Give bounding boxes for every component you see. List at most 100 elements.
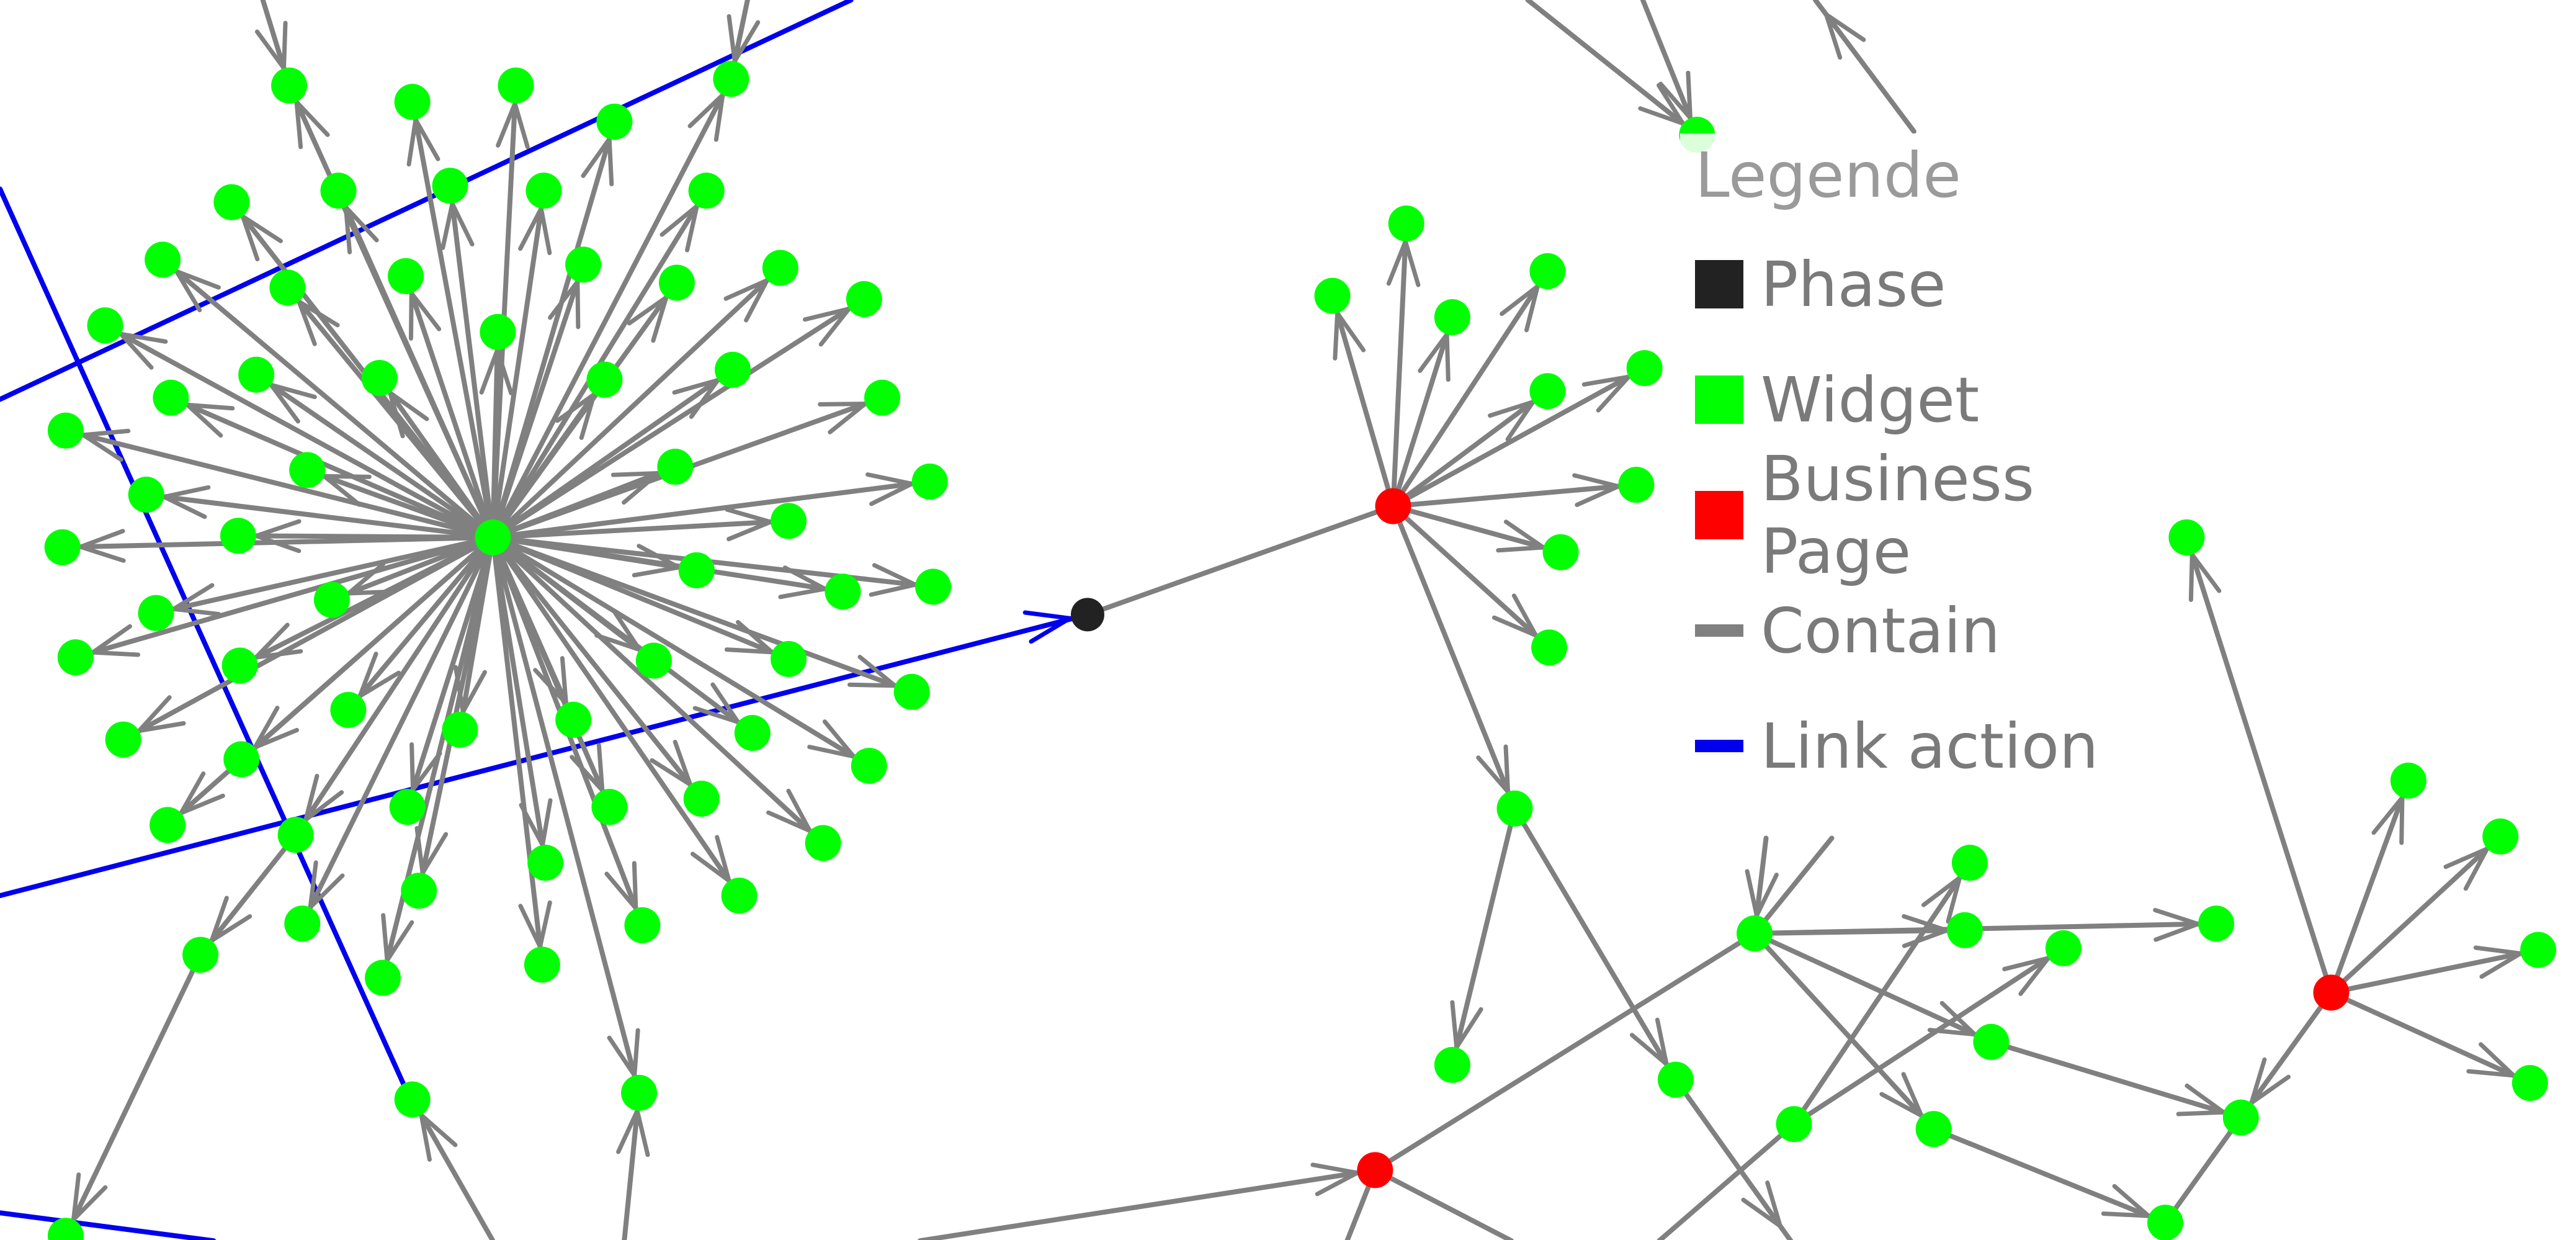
widget-node-hub-14[interactable] [565,246,602,283]
widget-node-hub-44[interactable] [330,691,367,728]
widget-node-page1-3[interactable] [1434,299,1470,336]
business-page-node-2[interactable] [1357,1152,1393,1188]
widget-node-misc-4[interactable] [621,1074,658,1111]
widget-node-right-11[interactable] [2222,1099,2259,1136]
widget-node-hub-18[interactable] [87,307,123,344]
widget-node-right-6[interactable] [1951,845,1988,881]
widget-node-right-5[interactable] [1946,912,1983,948]
widget-node-hub-39[interactable] [57,639,94,676]
widget-node-page1-1[interactable] [1314,277,1351,314]
widget-node-hub-58[interactable] [401,873,437,909]
widget-node-hub-42[interactable] [771,640,807,677]
widget-node-hub-49[interactable] [223,741,260,778]
widget-node-page1-2[interactable] [1388,205,1424,242]
widget-node-hub-31[interactable] [220,518,256,554]
widget-node-right-2[interactable] [1657,1061,1694,1098]
widget-node-page1-7[interactable] [1618,467,1655,503]
widget-node-hub-5[interactable] [713,61,749,97]
widget-node-hub-15[interactable] [658,264,695,301]
widget-node-hub-16[interactable] [762,249,798,286]
business-page-node-3[interactable] [2313,974,2350,1011]
widget-node-hub-35[interactable] [825,573,861,610]
widget-node-hub-43[interactable] [893,673,930,710]
widget-node-hub-10[interactable] [688,173,725,209]
widget-node-hub-26[interactable] [47,412,84,449]
widget-node-hub-1[interactable] [271,67,308,104]
widget-node-right-13[interactable] [2168,519,2205,555]
widget-node-hub-center[interactable] [475,519,511,555]
widget-node-hub-32[interactable] [771,503,807,539]
widget-node-hub-48[interactable] [105,721,141,758]
widget-node-hub-45[interactable] [555,701,592,738]
widget-node-hub-29[interactable] [911,463,948,500]
widget-node-hub-40[interactable] [221,647,258,684]
widget-node-hub-57[interactable] [527,845,564,881]
widget-node-hub-30[interactable] [128,477,164,513]
widget-node-hub-17[interactable] [846,281,882,317]
widget-node-right-17[interactable] [2511,1065,2548,1102]
widget-node-hub-38[interactable] [138,595,174,631]
phase-node[interactable] [1070,598,1104,632]
widget-node-hub-23[interactable] [714,351,751,388]
widget-node-hub-60[interactable] [284,905,321,942]
widget-node-hub-24[interactable] [153,379,189,416]
widget-node-hub-61[interactable] [624,907,661,943]
widget-node-hub-9[interactable] [525,173,562,209]
widget-node-hub-20[interactable] [238,356,275,393]
widget-node-hub-52[interactable] [591,789,628,825]
widget-node-misc-2[interactable] [47,1218,84,1240]
widget-node-hub-13[interactable] [388,258,424,294]
widget-node-right-12[interactable] [2147,1205,2184,1240]
widget-node-hub-36[interactable] [915,568,952,605]
widget-node-hub-6[interactable] [213,184,250,220]
widget-node-page1-4[interactable] [1529,253,1566,289]
widget-node-hub-4[interactable] [596,103,633,140]
widget-node-right-10[interactable] [1915,1111,1952,1148]
widget-node-misc-1[interactable] [182,937,219,973]
business-page-node-1[interactable] [1375,488,1411,524]
widget-node-hub-51[interactable] [389,789,426,825]
widget-node-hub-21[interactable] [361,360,398,397]
widget-node-hub-27[interactable] [289,452,326,488]
widget-node-hub-7[interactable] [320,173,357,209]
widget-node-right-3[interactable] [1737,915,1773,952]
widget-node-hub-50[interactable] [851,747,887,784]
widget-node-hub-11[interactable] [145,241,181,278]
widget-node-hub-54[interactable] [150,807,186,843]
widget-node-misc-3[interactable] [394,1081,431,1118]
widget-node-page1-6[interactable] [1626,350,1663,387]
widget-node-right-1[interactable] [1434,1046,1470,1083]
widget-node-right-7[interactable] [2045,930,2082,966]
widget-node-hub-62[interactable] [364,959,401,996]
widget-node-right-15[interactable] [2482,818,2519,855]
widget-node-hub-41[interactable] [635,642,672,679]
widget-node-right-8[interactable] [2198,905,2235,942]
widget-node-hub-59[interactable] [721,878,758,914]
widget-node-hub-3[interactable] [498,67,534,104]
widget-node-hub-47[interactable] [734,714,771,751]
widget-node-hub-22[interactable] [586,361,623,398]
widget-node-hub-63[interactable] [524,946,560,983]
widget-node-hub-34[interactable] [678,552,715,588]
widget-node-right-16[interactable] [2520,932,2557,968]
widget-node-page1-9[interactable] [1531,629,1568,666]
widget-node-hub-19[interactable] [480,313,516,350]
widget-node-hub-53[interactable] [683,780,720,817]
widget-node-hub-37[interactable] [313,582,350,618]
widget-node-hub-55[interactable] [277,817,314,853]
widget-node-hub-25[interactable] [864,379,900,416]
widget-node-page1-5[interactable] [1529,373,1566,410]
widget-node-hub-56[interactable] [805,825,841,861]
widget-node-page1-10[interactable] [1496,790,1533,827]
widget-node-right-9[interactable] [1973,1023,2010,1060]
widget-node-right-4[interactable] [1776,1106,1812,1143]
widget-node-hub-2[interactable] [394,84,431,120]
widget-node-hub-28[interactable] [657,449,694,485]
widget-node-hub-12[interactable] [269,269,306,306]
widget-node-page1-8[interactable] [1542,534,1579,570]
widget-node-hub-33[interactable] [44,529,81,565]
widget-node-right-14[interactable] [2390,762,2426,799]
widget-node-hub-8[interactable] [432,168,468,204]
widget-node-hub-46[interactable] [442,711,478,748]
